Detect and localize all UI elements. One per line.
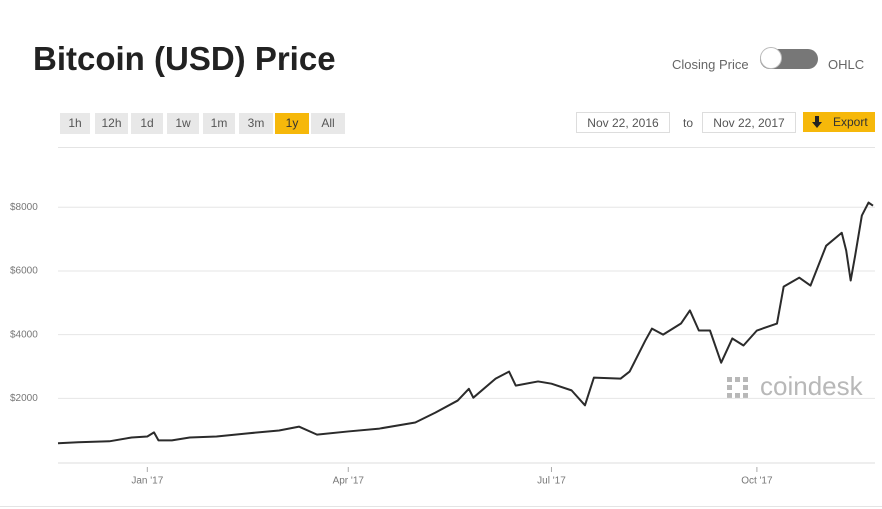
range-button[interactable]: 1w (167, 113, 199, 134)
range-button[interactable]: 1h (60, 113, 90, 134)
x-tick-label: Apr '17 (333, 476, 365, 487)
range-button[interactable]: 3m (239, 113, 273, 134)
export-icon (812, 116, 822, 128)
date-from[interactable]: Nov 22, 2016 (576, 112, 670, 133)
export-button[interactable]: Export (803, 112, 875, 132)
range-button[interactable]: 1y (275, 113, 309, 134)
range-button[interactable]: 1d (131, 113, 163, 134)
toggle-label[interactable]: Closing Price (672, 57, 749, 72)
separator (0, 506, 882, 507)
range-button[interactable]: 1m (203, 113, 235, 134)
range-button[interactable]: All (311, 113, 345, 134)
page-title: Bitcoin (USD) Price (33, 40, 336, 77)
x-tick-label: Jan '17 (131, 476, 163, 487)
watermark-text: coindesk (760, 371, 864, 401)
y-tick-label: $2000 (10, 393, 38, 404)
date-separator: to (683, 116, 694, 130)
y-tick-label: $6000 (10, 266, 38, 277)
range-button[interactable]: 12h (95, 113, 128, 134)
export-label[interactable]: Export (833, 115, 868, 129)
toggle-knob[interactable] (760, 47, 782, 69)
watermark: coindesk (727, 371, 864, 401)
price-line (57, 201, 874, 445)
date-to[interactable]: Nov 22, 2017 (702, 112, 796, 133)
separator (58, 147, 875, 148)
y-tick-label: $8000 (10, 202, 38, 213)
x-tick-label: Jul '17 (537, 476, 566, 487)
toggle-label[interactable]: OHLC (828, 57, 865, 72)
x-tick-label: Oct '17 (741, 476, 773, 487)
y-tick-label: $4000 (10, 329, 38, 340)
